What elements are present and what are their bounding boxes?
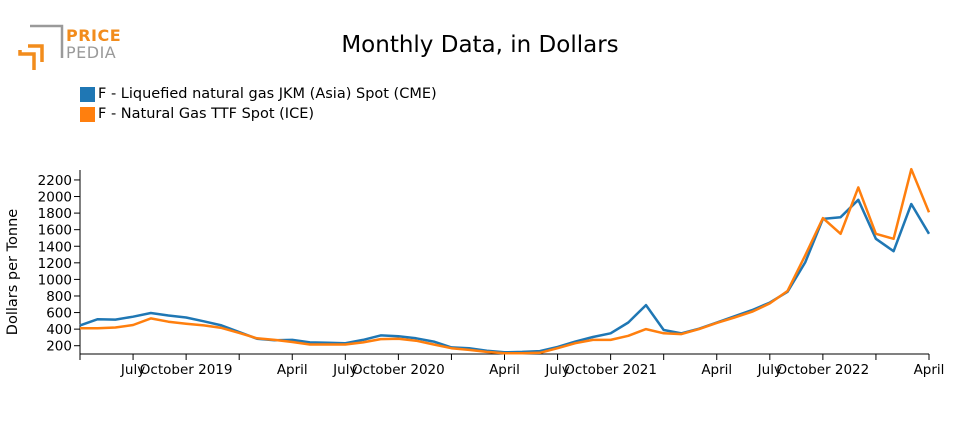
- x-tick-label: April: [489, 362, 520, 378]
- x-tick-label: April: [914, 362, 945, 378]
- logo-mark-gray: [30, 24, 64, 58]
- y-tick-label: 1400: [38, 239, 72, 255]
- legend-item-ttf[interactable]: F - Natural Gas TTF Spot (ICE): [80, 104, 437, 124]
- x-tick-label: October 2020: [352, 362, 445, 378]
- chart-legend: F - Liquefied natural gas JKM (Asia) Spo…: [80, 84, 437, 124]
- x-tick-label: April: [277, 362, 308, 378]
- x-tick-label: July: [544, 362, 569, 378]
- series-line-ttf: [80, 167, 931, 355]
- x-tick-label: July: [757, 362, 782, 378]
- x-tick-label: October 2021: [564, 362, 657, 378]
- legend-swatch-ttf: [80, 106, 95, 122]
- x-tick-label: April: [701, 362, 732, 378]
- x-tick-label: October 2022: [777, 362, 870, 378]
- x-tick-label: October 2019: [140, 362, 233, 378]
- logo-mark: [18, 24, 64, 70]
- logo-text-price: PRICE: [66, 26, 122, 45]
- y-tick-label: 1200: [38, 256, 72, 272]
- y-tick-label: 600: [46, 306, 72, 322]
- y-tick-label: 2200: [38, 173, 72, 189]
- legend-swatch-jkm: [80, 86, 95, 102]
- chart-title: Monthly Data, in Dollars: [341, 32, 619, 58]
- logo-mark-orange-b: [28, 44, 44, 62]
- y-axis-title: Dollars per Tonne: [5, 209, 21, 335]
- legend-item-jkm[interactable]: F - Liquefied natural gas JKM (Asia) Spo…: [80, 84, 437, 104]
- y-tick-label: 1000: [38, 272, 72, 288]
- y-tick-label: 200: [46, 339, 72, 355]
- legend-label-ttf: F - Natural Gas TTF Spot (ICE): [98, 106, 315, 122]
- x-tick-label: July: [120, 362, 145, 378]
- y-tick-label: 1800: [38, 206, 72, 222]
- series-line-jkm: [79, 198, 931, 354]
- y-tick-label: 800: [46, 289, 72, 305]
- y-tick-label: 2000: [38, 190, 72, 206]
- x-tick-label: July: [332, 362, 357, 378]
- pricepedia-logo: PRICE PEDIA: [18, 24, 128, 74]
- logo-text-pedia: PEDIA: [66, 43, 117, 62]
- legend-label-jkm: F - Liquefied natural gas JKM (Asia) Spo…: [98, 86, 437, 102]
- y-tick-label: 400: [46, 322, 72, 338]
- y-tick-label: 1600: [38, 223, 72, 239]
- logo-mark-orange-a: [18, 50, 36, 70]
